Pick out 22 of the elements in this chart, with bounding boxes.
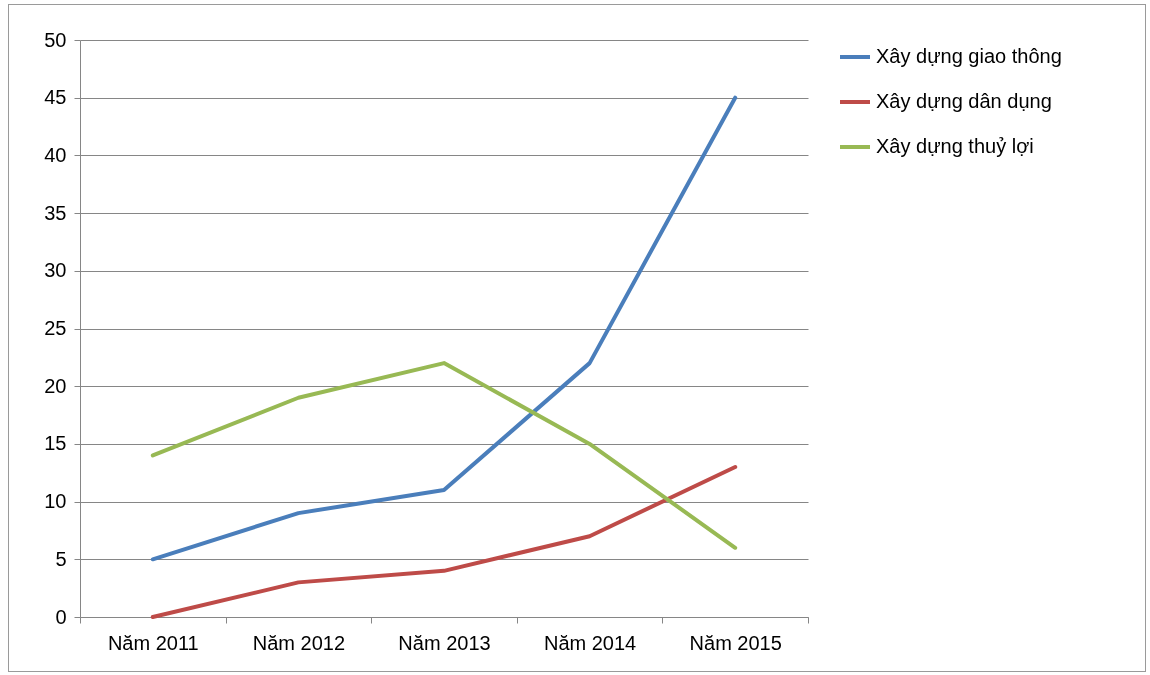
line-series <box>150 95 738 562</box>
y-tick-label: 40 <box>44 143 67 166</box>
y-tick-label: 20 <box>44 374 67 397</box>
y-tick-label: 25 <box>44 317 67 339</box>
x-tick-label: Năm 2013 <box>398 631 491 654</box>
x-tick-label: Năm 2011 <box>107 631 199 654</box>
x-tick-label: Năm 2012 <box>252 631 346 654</box>
y-tick-label: 5 <box>55 547 67 570</box>
line-series <box>150 464 738 619</box>
legend-label: Xây dựng dân dụng <box>876 90 1052 112</box>
y-tick-label: 30 <box>44 259 67 282</box>
legend-label: Xây dựng giao thông <box>876 45 1062 67</box>
y-tick-label: 15 <box>44 432 67 455</box>
y-tick-label: 45 <box>44 86 67 109</box>
y-tick-label: 35 <box>44 201 67 224</box>
x-tick-label: Năm 2015 <box>689 631 782 654</box>
y-tick-label: 50 <box>44 28 67 51</box>
legend-label: Xây dựng thuỷ lợi <box>876 135 1034 157</box>
line-series <box>150 361 738 550</box>
y-tick-label: 10 <box>44 490 67 513</box>
y-tick-label: 0 <box>55 605 67 628</box>
x-tick-label: Năm 2014 <box>543 631 637 654</box>
